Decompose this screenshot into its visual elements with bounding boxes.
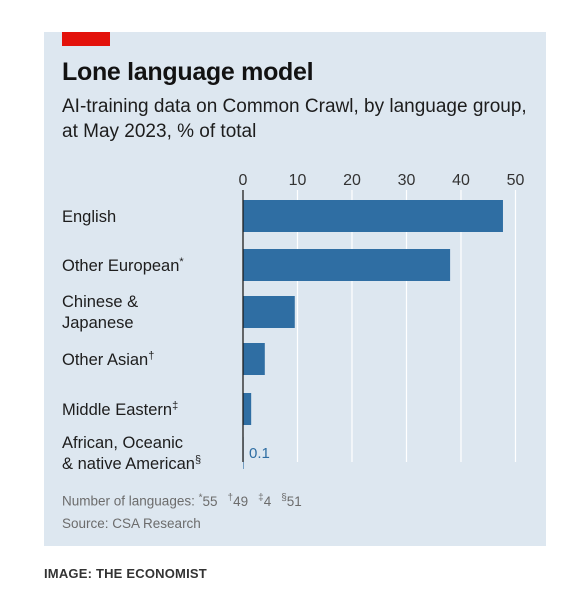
data-label: 0.1	[249, 445, 270, 462]
category-label: Japanese	[62, 314, 134, 332]
image-credit: IMAGE: THE ECONOMIST	[44, 566, 207, 581]
category-label: English	[62, 208, 116, 226]
category-label: Chinese &	[62, 293, 138, 311]
footnote-item-4: §51	[281, 492, 302, 509]
category-label: African, Oceanic	[62, 434, 183, 452]
footnote-prefix: Number of languages:	[62, 493, 199, 509]
x-tick-label: 40	[452, 172, 470, 189]
bar	[243, 393, 252, 425]
category-label: Middle Eastern‡	[62, 400, 178, 419]
bar	[243, 343, 265, 375]
bar	[243, 249, 451, 281]
footnote-item-1: *55	[198, 492, 218, 509]
bar	[243, 200, 503, 232]
category-label: Other European*	[62, 256, 184, 275]
footnote: Number of languages: *55 †49 ‡4 §51	[62, 492, 302, 509]
category-label: Other Asian†	[62, 350, 154, 369]
bars	[243, 200, 503, 469]
source-note: Source: CSA Research	[62, 516, 201, 531]
category-footnote-mark: ‡	[172, 400, 178, 412]
category-label: & native American§	[62, 454, 201, 473]
x-tick-label: 0	[239, 172, 248, 189]
chart-subtitle: AI-training data on Common Crawl, by lan…	[62, 96, 527, 142]
chart-title: Lone language model	[62, 58, 314, 86]
category-footnote-mark: §	[195, 454, 201, 466]
category-labels: English Other European* Chinese & Japanese O…	[62, 208, 270, 473]
x-tick-label: 10	[289, 172, 307, 189]
footnote-item-3: ‡4	[258, 492, 272, 509]
axis: 0 10 20 30 40 50	[239, 172, 525, 462]
footnote-item-2: †49	[227, 492, 249, 509]
accent-tag	[62, 32, 110, 46]
x-tick-label: 50	[507, 172, 525, 189]
bar	[243, 296, 295, 328]
chart-card: Lone language model AI-training data on …	[44, 32, 546, 546]
category-footnote-mark: *	[179, 256, 184, 268]
x-tick-label: 20	[343, 172, 361, 189]
bar-chart: 0 10 20 30 40 50 English Other European* Chines…	[62, 172, 525, 473]
category-footnote-mark: †	[148, 350, 154, 362]
x-tick-label: 30	[398, 172, 416, 189]
